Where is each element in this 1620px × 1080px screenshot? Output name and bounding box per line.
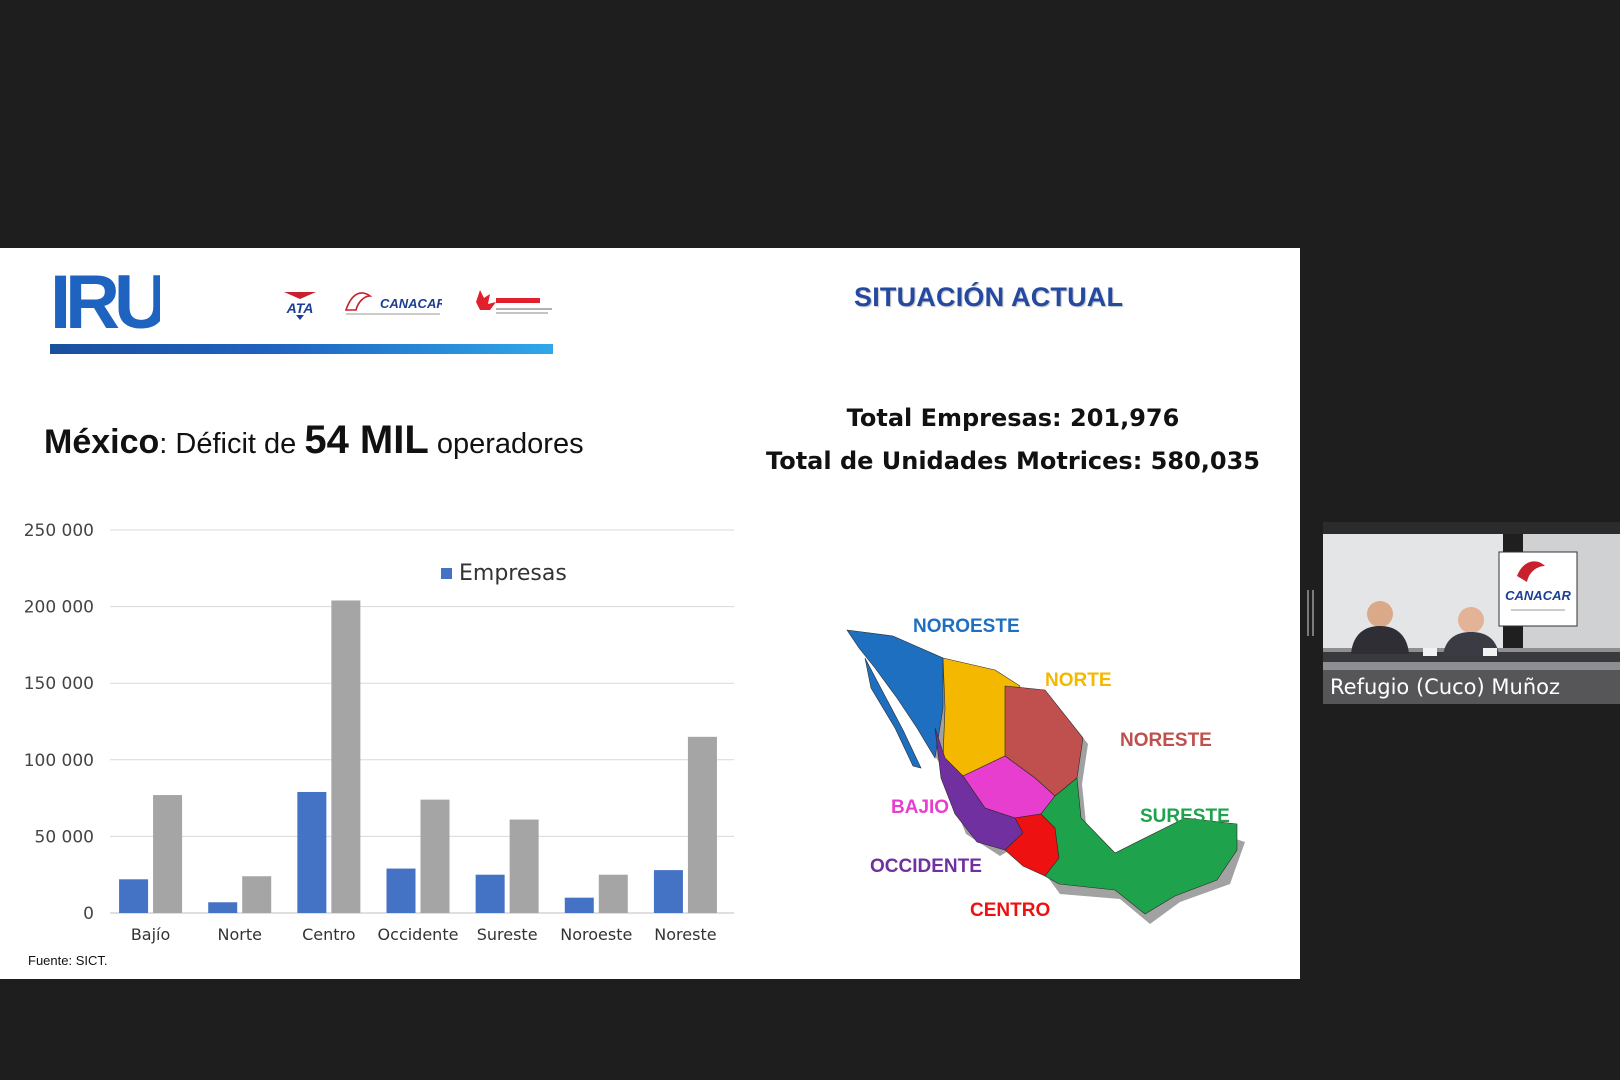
svg-text:CANACAR: CANACAR [1505,588,1571,603]
bar-empresas [297,791,327,913]
header-divider-bar [50,344,553,354]
y-tick-label: 50 000 [35,827,94,847]
map-label-bajio: BAJIO [891,797,949,818]
y-tick-label: 200 000 [24,598,94,618]
y-tick-label: 0 [83,904,94,924]
x-tick-label: Noreste [654,925,716,944]
mexico-regions-map: NOROESTE NORTE NORESTE SURESTE BAJIO OCC… [846,618,1245,924]
svg-text:IRU: IRU [50,268,160,332]
bar-series-2 [331,600,361,913]
y-tick-label: 100 000 [24,751,94,771]
headline-text: : Déficit de [159,428,305,460]
x-tick-label: Bajío [131,925,170,944]
source-note: Fuente: SICT. [28,953,108,968]
map-label-noreste: NORESTE [1120,730,1212,751]
region-noroeste [846,629,944,769]
x-tick-label: Sureste [477,925,538,944]
map-label-occidente: OCCIDENTE [870,856,982,877]
x-tick-label: Noroeste [560,925,632,944]
headline-figure: 54 MIL [304,418,429,462]
headline-suffix: operadores [428,428,584,460]
headline-country: México [44,423,160,461]
map-label-centro: CENTRO [970,900,1050,921]
total-unidades-motrices: Total de Unidades Motrices: 580,035 [766,447,1260,475]
presentation-slide: IRU ATA CANACAR SITUACIÓN ACTUAL Total E… [0,248,1300,979]
legend-swatch [441,568,452,579]
legend-label: Empresas [459,561,567,586]
y-tick-label: 250 000 [24,521,94,541]
y-tick-label: 150 000 [24,674,94,694]
bar-series-2 [153,795,183,913]
ata-logo: ATA [284,292,316,320]
participant-1 [1367,601,1393,627]
slide-title: SITUACIÓN ACTUAL [854,282,1124,312]
bar-empresas [475,874,505,913]
bar-series-2 [598,874,628,913]
bar-chart: 0 50 000 100 000 150 000 200 000 250 000 Bajío… [24,521,734,944]
x-tick-label: Occidente [378,925,459,944]
map-label-noroeste: NOROESTE [913,618,1020,637]
x-tick-label: Centro [302,925,355,944]
total-empresas: Total Empresas: 201,976 [846,404,1180,432]
participant-2 [1458,607,1484,633]
bar-empresas [386,868,416,913]
bar-empresas [119,879,149,913]
bar-series-2 [687,736,717,913]
canacar-logo: CANACAR [344,292,442,315]
bar-empresas [564,897,594,913]
map-label-norte: NORTE [1045,670,1112,691]
participant-name-label: Refugio (Cuco) Muñoz [1323,670,1620,704]
region-sureste [1040,777,1238,915]
svg-text:ATA: ATA [286,300,314,316]
x-tick-label: Norte [217,925,261,944]
iru-logo: IRU [50,268,160,332]
canadian-trucking-alliance-logo [476,290,552,314]
headline: México: Déficit de 54 MIL operadores [44,418,584,463]
participant-video-tile[interactable]: CANACAR Refugio (Cuco) Muñoz [1323,522,1620,704]
video-feed: CANACAR [1323,522,1620,704]
bar-empresas [653,870,683,913]
bar-series-2 [509,819,539,913]
map-label-sureste: SURESTE [1140,806,1230,827]
bar-empresas [208,902,238,913]
splitter-handle[interactable] [1306,590,1316,636]
bar-series-2 [420,799,450,913]
svg-text:CANACAR: CANACAR [380,296,442,311]
bar-series-2 [242,876,272,913]
